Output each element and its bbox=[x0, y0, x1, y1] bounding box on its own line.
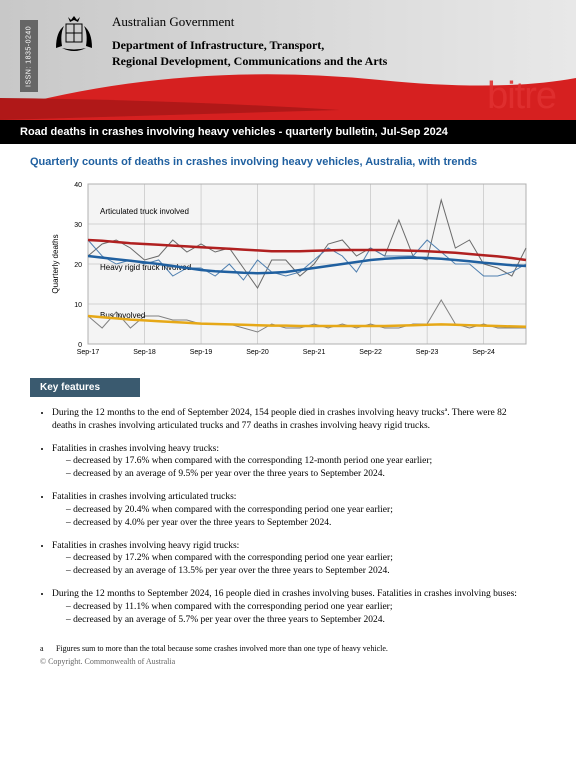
gov-name: Australian Government bbox=[112, 14, 387, 30]
list-item: Fatalities in crashes involving articula… bbox=[52, 491, 528, 529]
list-sub-item: – decreased by an average of 13.5% per y… bbox=[66, 565, 528, 578]
footnote: a Figures sum to more than the total bec… bbox=[0, 636, 576, 655]
svg-text:40: 40 bbox=[74, 182, 82, 189]
svg-text:Sep-22: Sep-22 bbox=[359, 349, 382, 356]
list-sub-item: – decreased by 17.2% when compared with … bbox=[66, 552, 528, 565]
footnote-mark: a bbox=[40, 644, 56, 653]
svg-text:Sep-21: Sep-21 bbox=[303, 349, 326, 356]
svg-text:0: 0 bbox=[78, 342, 82, 349]
copyright: © Copyright. Commonwealth of Australia bbox=[0, 655, 576, 676]
list-item: Fatalities in crashes involving heavy ri… bbox=[52, 540, 528, 578]
key-features-list: During the 12 months to the end of Septe… bbox=[0, 407, 576, 626]
chart-title: Quarterly counts of deaths in crashes in… bbox=[0, 144, 576, 174]
svg-text:Sep-23: Sep-23 bbox=[416, 349, 439, 356]
svg-text:Sep-20: Sep-20 bbox=[246, 349, 269, 356]
chart-svg: 0 10 20 30 40 Sep-17 Sep-18 Sep-19 Sep-20 Sep-21 S… bbox=[40, 174, 536, 368]
dept-name: Department of Infrastructure, Transport,… bbox=[112, 38, 387, 69]
coat-of-arms-icon bbox=[50, 14, 98, 56]
svg-text:Sep-24: Sep-24 bbox=[472, 349, 495, 356]
list-item: During the 12 months to September 2024, … bbox=[52, 588, 528, 626]
svg-text:20: 20 bbox=[74, 262, 82, 269]
list-item: During the 12 months to the end of Septe… bbox=[52, 407, 528, 433]
list-sub-item: – decreased by an average of 5.7% per ye… bbox=[66, 614, 528, 627]
list-item: Fatalities in crashes involving heavy tr… bbox=[52, 443, 528, 481]
title-bar: Road deaths in crashes involving heavy v… bbox=[0, 120, 576, 144]
chart: 0 10 20 30 40 Sep-17 Sep-18 Sep-19 Sep-20 Sep-21 S… bbox=[40, 174, 536, 368]
list-sub-item: – decreased by 11.1% when compared with … bbox=[66, 601, 528, 614]
footnote-text: Figures sum to more than the total becau… bbox=[56, 644, 388, 653]
bitre-logo: bitre bbox=[487, 75, 556, 118]
header-text: Australian Government Department of Infr… bbox=[112, 14, 387, 69]
header: ISSN: 1835-0240 Australian Government De… bbox=[0, 0, 576, 120]
list-sub-item: – decreased by 20.4% when compared with … bbox=[66, 504, 528, 517]
svg-text:30: 30 bbox=[74, 222, 82, 229]
svg-text:Sep-17: Sep-17 bbox=[77, 349, 100, 356]
svg-text:10: 10 bbox=[74, 302, 82, 309]
list-sub-item: – decreased by an average of 9.5% per ye… bbox=[66, 468, 528, 481]
svg-text:Sep-19: Sep-19 bbox=[190, 349, 213, 356]
key-features-heading: Key features bbox=[30, 378, 140, 397]
svg-text:Articulated truck involved: Articulated truck involved bbox=[100, 207, 189, 216]
list-sub-item: – decreased by 17.6% when compared with … bbox=[66, 455, 528, 468]
list-sub-item: – decreased by 4.0% per year over the th… bbox=[66, 517, 528, 530]
page: ISSN: 1835-0240 Australian Government De… bbox=[0, 0, 576, 676]
svg-text:Quarterly deaths: Quarterly deaths bbox=[51, 234, 60, 293]
svg-text:Sep-18: Sep-18 bbox=[133, 349, 156, 356]
